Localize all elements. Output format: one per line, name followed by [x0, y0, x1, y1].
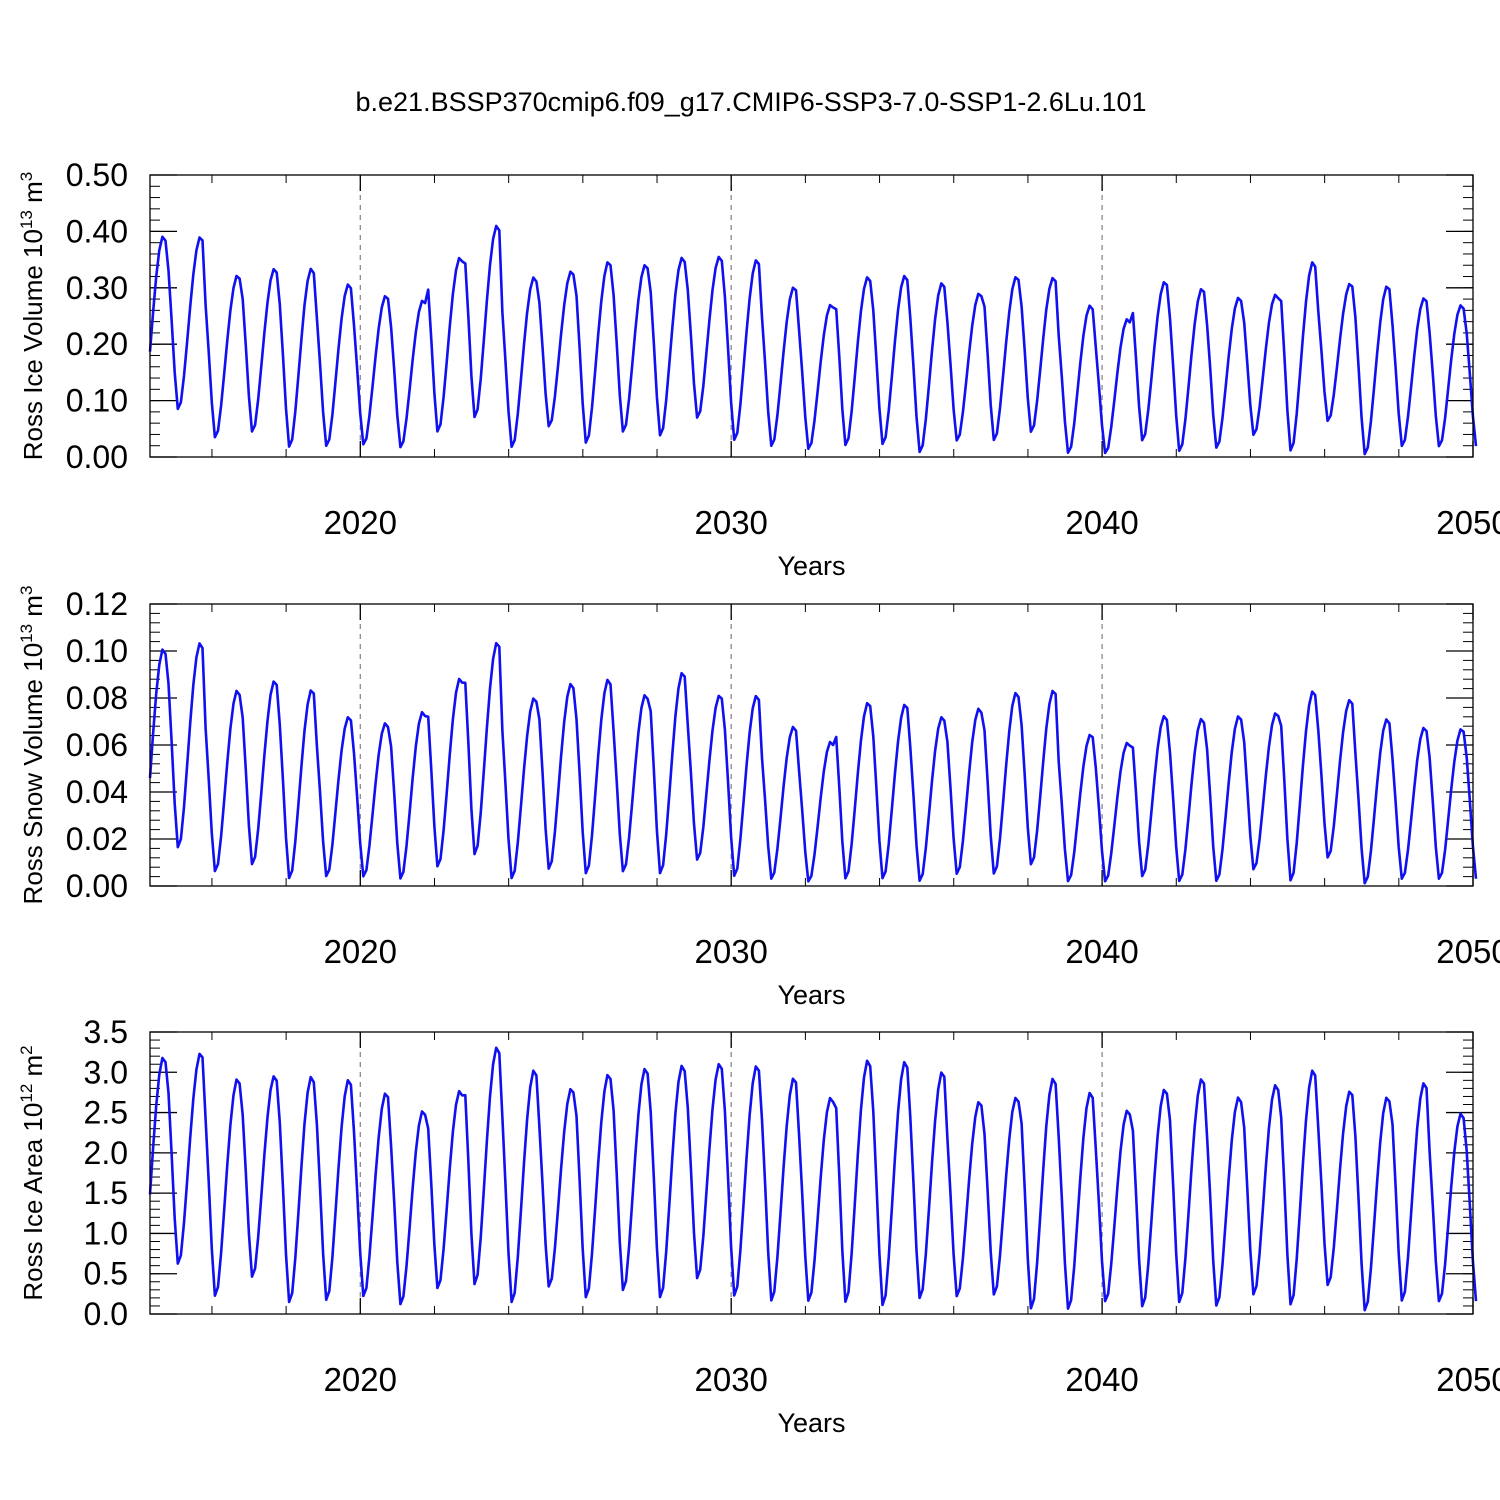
y-tick-label: 0.02	[66, 821, 128, 857]
series-line	[148, 1046, 1478, 1312]
y-tick-label: 0.40	[66, 213, 128, 249]
y-tick-label: 0.12	[66, 586, 128, 622]
x-tick-label: 2030	[694, 504, 767, 541]
x-tick-label: 2020	[324, 1361, 397, 1398]
x-tick-label: 2020	[324, 504, 397, 541]
x-tick-label: 2030	[694, 933, 767, 970]
y-tick-label: 1.0	[84, 1215, 128, 1251]
y-axis-label: Ross Ice Area 1012 m2	[17, 1045, 48, 1300]
y-tick-label: 0.00	[66, 868, 128, 904]
y-tick-label: 0.50	[66, 157, 128, 193]
series-line	[148, 224, 1478, 456]
x-axis-title: Years	[777, 980, 845, 1010]
figure-title: b.e21.BSSP370cmip6.f09_g17.CMIP6-SSP3-7.…	[356, 87, 1147, 117]
x-tick-label: 2040	[1065, 933, 1138, 970]
y-tick-label: 0.10	[66, 383, 128, 419]
y-tick-label: 0.0	[84, 1296, 128, 1332]
x-tick-label: 2040	[1065, 1361, 1138, 1398]
y-axis-label: Ross Ice Volume 1013 m3	[17, 172, 48, 461]
x-tick-label: 2030	[694, 1361, 767, 1398]
y-tick-label: 0.20	[66, 326, 128, 362]
y-tick-label: 0.04	[66, 774, 128, 810]
x-tick-label: 2020	[324, 933, 397, 970]
x-tick-label: 2040	[1065, 504, 1138, 541]
y-tick-label: 0.30	[66, 270, 128, 306]
plot-frame	[149, 1031, 1474, 1315]
y-tick-label: 2.0	[84, 1135, 128, 1171]
y-tick-label: 0.5	[84, 1256, 128, 1292]
y-tick-label: 0.00	[66, 439, 128, 475]
plot-frame	[149, 603, 1474, 887]
y-tick-label: 3.5	[84, 1014, 128, 1050]
y-tick-label: 1.5	[84, 1175, 128, 1211]
y-tick-label: 0.06	[66, 727, 128, 763]
y-tick-label: 0.08	[66, 680, 128, 716]
x-axis-title: Years	[777, 551, 845, 581]
x-axis-title: Years	[777, 1408, 845, 1438]
y-tick-label: 2.5	[84, 1095, 128, 1131]
y-tick-label: 3.0	[84, 1054, 128, 1090]
plot-frame	[149, 174, 1474, 458]
series-line	[148, 641, 1478, 885]
y-axis-label: Ross Snow Volume 1013 m3	[17, 586, 48, 905]
y-tick-label: 0.10	[66, 633, 128, 669]
